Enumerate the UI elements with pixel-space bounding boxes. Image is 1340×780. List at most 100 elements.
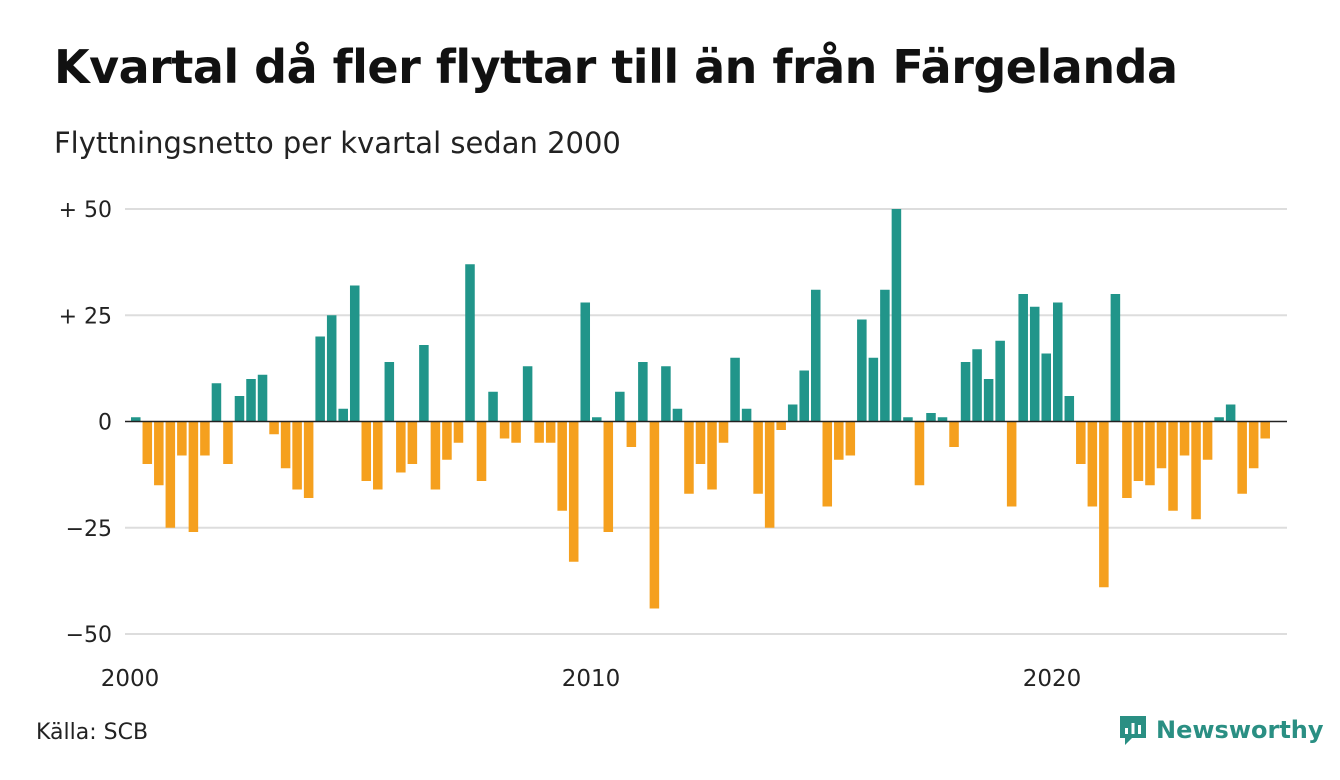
bar	[776, 421, 786, 430]
bar	[142, 421, 153, 464]
bar	[1168, 421, 1178, 511]
y-tick-label: + 50	[59, 198, 112, 223]
bar	[396, 421, 406, 473]
x-tick-label: 2000	[101, 666, 160, 692]
bar	[1076, 421, 1086, 464]
bar	[1018, 294, 1028, 422]
bar	[545, 421, 556, 443]
bar	[511, 421, 521, 443]
bar	[534, 421, 544, 443]
bar	[499, 421, 510, 439]
bar	[903, 417, 913, 422]
bar	[880, 289, 890, 422]
bar	[972, 349, 982, 422]
bar	[661, 366, 671, 422]
bar	[834, 421, 844, 460]
bar	[407, 421, 418, 464]
bar	[983, 379, 994, 422]
bar	[1237, 421, 1247, 494]
bar	[373, 421, 383, 490]
bar	[315, 336, 325, 422]
bar	[615, 391, 625, 422]
newsworthy-logo-icon	[1120, 716, 1146, 745]
bar	[580, 302, 591, 422]
bar	[223, 421, 233, 464]
x-tick-label: 2010	[562, 666, 621, 692]
bar	[257, 374, 268, 422]
bar	[453, 421, 464, 443]
bar	[131, 417, 141, 422]
bar	[822, 421, 833, 507]
bar	[741, 408, 752, 422]
bar	[995, 340, 1005, 422]
bar	[949, 421, 959, 447]
bar	[280, 421, 291, 469]
bar	[799, 370, 809, 422]
bar	[753, 421, 763, 494]
brand-name: Newsworthy	[1156, 716, 1324, 744]
bar	[638, 362, 648, 422]
bar	[361, 421, 372, 481]
bar	[891, 209, 902, 422]
bar	[1053, 302, 1063, 422]
y-tick-label: + 25	[59, 304, 112, 329]
bar	[1099, 421, 1109, 588]
x-tick-label: 2020	[1023, 666, 1082, 692]
bar	[1006, 421, 1017, 507]
y-tick-label: −25	[66, 517, 112, 542]
bar	[326, 315, 337, 422]
bar	[868, 357, 879, 422]
bar	[211, 383, 222, 422]
bar	[603, 421, 614, 532]
bar	[188, 421, 199, 532]
bar	[292, 421, 302, 490]
bar	[303, 421, 314, 498]
bar	[200, 421, 210, 456]
bar	[1248, 421, 1259, 469]
bar	[338, 408, 348, 422]
bar	[1260, 421, 1270, 439]
bar	[430, 421, 441, 490]
bar	[1087, 421, 1098, 507]
bar	[419, 345, 429, 422]
bar	[857, 319, 867, 422]
bar	[707, 421, 717, 490]
bar	[1156, 421, 1167, 469]
bar	[1064, 396, 1075, 422]
bar	[1225, 404, 1236, 422]
bar	[165, 421, 176, 528]
bar	[810, 289, 821, 422]
bar	[937, 417, 948, 422]
chart-title: Kvartal då fler flyttar till än från Fär…	[54, 40, 1178, 94]
bar	[1191, 421, 1201, 520]
bar	[1110, 294, 1121, 422]
bar	[177, 421, 187, 456]
bar	[787, 404, 798, 422]
brand-logo: Newsworthy	[1118, 714, 1324, 746]
bar	[926, 413, 936, 422]
bar	[234, 396, 245, 422]
bar	[730, 357, 740, 422]
bar	[1122, 421, 1132, 498]
bar	[1029, 306, 1040, 422]
bar	[684, 421, 694, 494]
y-tick-label: −50	[66, 623, 112, 648]
bar	[476, 421, 487, 481]
chart-subtitle: Flyttningsnetto per kvartal sedan 2000	[54, 126, 621, 160]
source-note: Källa: SCB	[36, 720, 149, 745]
bar	[845, 421, 856, 456]
bar	[488, 391, 498, 422]
bar	[1202, 421, 1213, 460]
bar	[718, 421, 729, 443]
bar	[649, 421, 660, 609]
bar	[672, 408, 683, 422]
bar	[695, 421, 706, 464]
bar	[465, 264, 475, 422]
bar	[154, 421, 164, 486]
bar	[764, 421, 775, 528]
bar	[384, 362, 395, 422]
bar	[1133, 421, 1144, 481]
bar	[442, 421, 452, 460]
bar	[960, 362, 971, 422]
